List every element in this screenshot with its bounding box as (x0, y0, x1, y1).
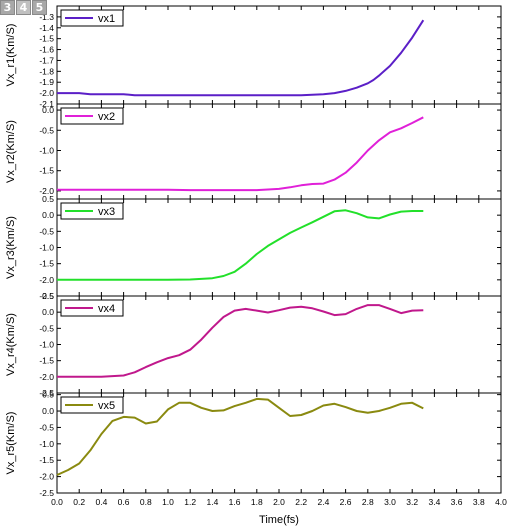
y-tick-label: 0.5 (42, 291, 54, 301)
y-tick-label: -1.5 (39, 34, 54, 44)
y-tick-label: -1.0 (39, 439, 54, 449)
x-tick-label: 2.6 (340, 497, 352, 507)
y-tick-label: -1.3 (39, 12, 54, 22)
y-tick-label: -2.1 (39, 99, 54, 109)
x-tick-label: 0.6 (118, 497, 130, 507)
y-axis-label: Vx_r3(Km/S) (5, 216, 17, 279)
y-tick-label: 0.0 (42, 406, 54, 416)
x-tick-label: 2.0 (273, 497, 285, 507)
y-tick-label: -1.4 (39, 23, 54, 33)
series-line-vx4 (57, 304, 424, 378)
y-tick-label: -1.6 (39, 45, 54, 55)
panel-frame (56, 103, 502, 200)
x-axis-label: Time(fs) (259, 514, 299, 526)
y-tick-label: -2.0 (39, 275, 54, 285)
x-tick-label: 3.4 (428, 497, 440, 507)
y-tick-label: -1.9 (39, 77, 54, 87)
y-tick-label: 0.0 (42, 210, 54, 220)
x-tick-label: 1.8 (251, 497, 263, 507)
legend-label: vx4 (98, 303, 115, 315)
y-tick-label: 0.0 (42, 307, 54, 317)
y-tick-label: -2.5 (39, 291, 54, 301)
x-tick-label: 0.4 (95, 497, 107, 507)
x-tick-label: 3.6 (451, 497, 463, 507)
y-tick-label: 0.5 (42, 390, 54, 400)
y-axis-label: Vx_r5(Km/S) (5, 412, 17, 475)
y-axis-label: Vx_r1(Km/S) (5, 24, 17, 87)
y-axis-label: Vx_r4(Km/S) (5, 313, 17, 376)
y-tick-label: -1.0 (39, 145, 54, 155)
y-tick-label: -0.5 (39, 323, 54, 333)
panel-1: -1.3-1.4-1.5-1.6-1.7-1.8-1.9-2.0-2.1 Vx_r… (5, 5, 502, 109)
y-axis-label: Vx_r2(Km/S) (5, 120, 17, 183)
panel-4: 0.5 0.0 -0.5 -1.0 -1.5 -2.0 -2.5 Vx_r4(Km/S) vx4 (5, 291, 502, 398)
panel-frame (56, 198, 502, 297)
x-tick-label: 1.6 (229, 497, 241, 507)
layer-tab-3[interactable]: 3 (0, 0, 15, 15)
y-tick-label: -2.0 (39, 372, 54, 382)
legend-label: vx1 (98, 13, 115, 25)
x-tick-label: 1.0 (162, 497, 174, 507)
series-line-vx2 (57, 116, 424, 192)
panel-3: 0.5 0.0 -0.5 -1.0 -1.5 -2.0 -2.5 Vx_r3(Km/S) vx3 (5, 194, 502, 301)
y-tick-label: -1.5 (39, 455, 54, 465)
x-tick-label: 3.0 (384, 497, 396, 507)
legend-label: vx5 (98, 400, 115, 412)
x-tick-label: 0.8 (140, 497, 152, 507)
y-tick-label: -1.0 (39, 243, 54, 253)
x-tick-label: 1.2 (184, 497, 196, 507)
x-tick-label: 2.2 (295, 497, 307, 507)
layer-tab-4[interactable]: 4 (16, 0, 31, 15)
panel-frame (56, 5, 502, 105)
y-tick-label: -1.7 (39, 55, 54, 65)
x-tick-label: 1.4 (206, 497, 218, 507)
x-tick-label: 4.0 (495, 497, 507, 507)
legend-label: vx3 (98, 206, 115, 218)
x-tick-label: 0.2 (73, 497, 85, 507)
y-tick-label: -2.5 (39, 488, 54, 498)
layer-tabs: 3 4 5 (0, 0, 48, 15)
y-tick-label: -0.5 (39, 125, 54, 135)
y-tick-label: -1.0 (39, 340, 54, 350)
x-tick-label: 0.0 (51, 497, 63, 507)
x-tick-label: 2.8 (362, 497, 374, 507)
y-tick-label: -2.0 (39, 186, 54, 196)
y-tick-label: -1.5 (39, 259, 54, 269)
series-line-vx5 (56, 397, 424, 476)
x-tick-label: 2.4 (317, 497, 329, 507)
panel-5: 0.5 0.0 -0.5 -1.0 -1.5 -2.0 -2.5 Vx_r5(Km/S) vx5 (5, 390, 502, 498)
y-tick-label: -1.5 (39, 356, 54, 366)
y-tick-label: -0.5 (39, 422, 54, 432)
y-tick-label: -2.0 (39, 472, 54, 482)
y-tick-label: -2.0 (39, 88, 54, 98)
y-tick-label: 0.5 (42, 194, 54, 204)
panel-2: 0.0 -0.5 -1.0 -1.5 -2.0 Vx_r2(Km/S) vx2 (5, 103, 502, 200)
y-tick-label: -1.5 (39, 166, 54, 176)
series-line-vx3 (57, 209, 424, 281)
y-tick-label: -1.8 (39, 66, 54, 76)
x-tick-label: 3.8 (473, 497, 485, 507)
legend-label: vx2 (98, 111, 115, 123)
y-tick-label: 0.0 (42, 105, 54, 115)
y-tick-label: -0.5 (39, 226, 54, 236)
y-tick-label: -2.5 (39, 388, 54, 398)
x-tick-label: 3.2 (406, 497, 418, 507)
series-line-vx1 (57, 19, 425, 97)
layer-tab-5[interactable]: 5 (32, 0, 47, 15)
